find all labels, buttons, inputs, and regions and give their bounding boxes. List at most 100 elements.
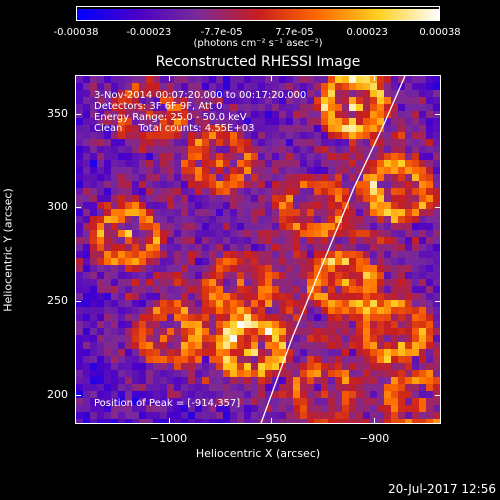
heatmap-cell bbox=[237, 321, 245, 329]
colorbar-tick-label: 7.7e-05 bbox=[275, 27, 314, 38]
heatmap-cell bbox=[279, 174, 287, 182]
heatmap-cell bbox=[328, 419, 336, 423]
heatmap-cell bbox=[356, 272, 364, 280]
heatmap-cell bbox=[433, 90, 440, 98]
heatmap-cell bbox=[293, 272, 301, 280]
heatmap-cell bbox=[293, 146, 301, 154]
heatmap-cell bbox=[405, 174, 413, 182]
heatmap-cell bbox=[195, 132, 203, 140]
heatmap-cell bbox=[328, 83, 336, 91]
heatmap-cell bbox=[370, 370, 378, 378]
heatmap-cell bbox=[412, 293, 420, 301]
heatmap-cell bbox=[146, 146, 154, 154]
info-time-range: 3-Nov-2014 00:07:20.000 to 00:17:20.000 bbox=[94, 90, 307, 101]
heatmap-cell bbox=[230, 258, 238, 266]
heatmap-cell bbox=[405, 188, 413, 196]
heatmap-cell bbox=[237, 307, 245, 315]
heatmap-cell bbox=[419, 412, 427, 420]
heatmap-cell bbox=[230, 139, 238, 147]
heatmap-cell bbox=[97, 76, 105, 84]
heatmap-cell bbox=[349, 230, 357, 238]
heatmap-cell bbox=[314, 335, 322, 343]
heatmap-cell bbox=[209, 76, 217, 84]
heatmap-cell bbox=[426, 272, 434, 280]
heatmap-cell bbox=[286, 244, 294, 252]
heatmap-cell bbox=[111, 293, 119, 301]
heatmap-cell bbox=[279, 83, 287, 91]
heatmap-cell bbox=[258, 202, 266, 210]
heatmap-cell bbox=[251, 286, 259, 294]
heatmap-cell bbox=[391, 293, 399, 301]
heatmap-cell bbox=[237, 419, 245, 423]
heatmap-cell bbox=[132, 83, 140, 91]
heatmap-cell bbox=[139, 174, 147, 182]
y-axis-label: Heliocentric Y (arcsec) bbox=[1, 188, 15, 312]
heatmap-cell bbox=[167, 293, 175, 301]
heatmap-cell bbox=[377, 342, 385, 350]
heatmap-cell bbox=[174, 405, 182, 413]
heatmap-cell bbox=[160, 230, 168, 238]
heatmap-cell bbox=[83, 111, 91, 119]
heatmap-cell bbox=[244, 363, 252, 371]
heatmap-cell bbox=[90, 76, 98, 84]
heatmap-cell bbox=[279, 300, 287, 308]
heatmap-cell bbox=[370, 286, 378, 294]
heatmap-cell bbox=[412, 90, 420, 98]
heatmap-cell bbox=[433, 307, 440, 315]
heatmap-cell bbox=[377, 265, 385, 273]
heatmap-cell bbox=[419, 125, 427, 133]
heatmap-cell bbox=[209, 251, 217, 259]
heatmap-cell bbox=[398, 293, 406, 301]
heatmap-cell bbox=[265, 160, 273, 168]
heatmap-cell bbox=[370, 356, 378, 364]
heatmap-cell bbox=[230, 300, 238, 308]
heatmap-cell bbox=[328, 153, 336, 161]
heatmap-cell bbox=[104, 90, 112, 98]
heatmap-cell bbox=[363, 272, 371, 280]
heatmap-cell bbox=[174, 237, 182, 245]
heatmap-cell bbox=[111, 118, 119, 126]
heatmap-cell bbox=[251, 370, 259, 378]
heatmap-cell bbox=[293, 293, 301, 301]
heatmap-cell bbox=[90, 153, 98, 161]
heatmap-cell bbox=[125, 335, 133, 343]
heatmap-cell bbox=[132, 251, 140, 259]
heatmap-cell bbox=[174, 314, 182, 322]
heatmap-cell bbox=[405, 83, 413, 91]
heatmap-cell bbox=[223, 272, 231, 280]
heatmap-cell bbox=[97, 377, 105, 385]
heatmap-cell bbox=[258, 216, 266, 224]
heatmap-cell bbox=[237, 209, 245, 217]
heatmap-cell bbox=[167, 97, 175, 105]
heatmap-cell bbox=[300, 328, 308, 336]
heatmap-cell bbox=[230, 412, 238, 420]
heatmap-cell bbox=[139, 405, 147, 413]
heatmap-cell bbox=[293, 384, 301, 392]
heatmap-cell bbox=[146, 391, 154, 399]
heatmap-cell bbox=[111, 272, 119, 280]
heatmap-cell bbox=[202, 104, 210, 112]
heatmap-cell bbox=[279, 251, 287, 259]
heatmap-cell bbox=[433, 132, 440, 140]
heatmap-cell bbox=[181, 307, 189, 315]
heatmap-cell bbox=[286, 405, 294, 413]
heatmap-cell bbox=[349, 251, 357, 259]
heatmap-cell bbox=[300, 314, 308, 322]
heatmap-cell bbox=[433, 370, 440, 378]
heatmap-cell bbox=[419, 419, 427, 423]
heatmap-cell bbox=[286, 153, 294, 161]
heatmap-cell bbox=[384, 349, 392, 357]
heatmap-cell bbox=[76, 174, 84, 182]
heatmap-cell bbox=[426, 132, 434, 140]
heatmap-cell bbox=[181, 188, 189, 196]
colorbar-tick-label: 0.00023 bbox=[346, 27, 388, 38]
heatmap-cell bbox=[160, 412, 168, 420]
heatmap-cell bbox=[237, 83, 245, 91]
heatmap-cell bbox=[272, 342, 280, 350]
heatmap-cell bbox=[328, 125, 336, 133]
heatmap-cell bbox=[349, 279, 357, 287]
heatmap-cell bbox=[251, 363, 259, 371]
heatmap-cell bbox=[125, 279, 133, 287]
heatmap-cell bbox=[195, 335, 203, 343]
heatmap-cell bbox=[223, 132, 231, 140]
